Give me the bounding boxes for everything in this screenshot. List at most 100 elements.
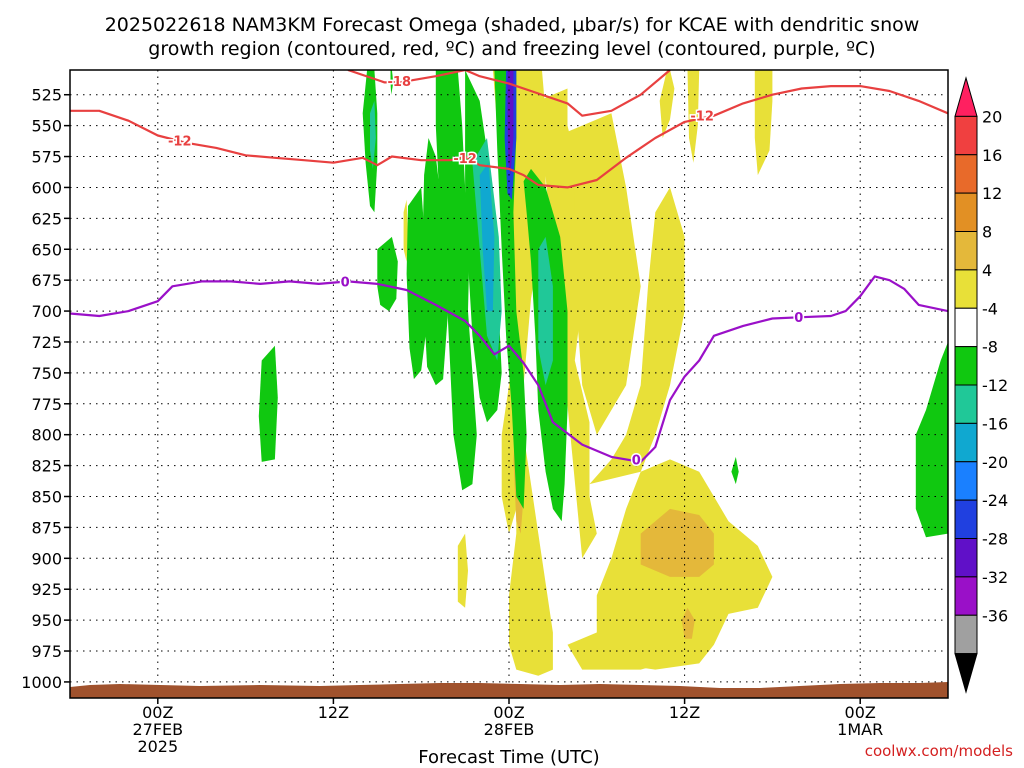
contour-label: -12	[168, 134, 192, 149]
omega-region	[258, 345, 278, 462]
colorbar-swatch	[954, 192, 978, 232]
colorbar-swatch	[954, 422, 978, 463]
colorbar-label: -36	[982, 606, 1008, 625]
colorbar-label: -20	[982, 453, 1008, 472]
colorbar-swatch	[954, 499, 978, 539]
y-tick-label: 650	[31, 240, 62, 259]
y-tick-label: 800	[31, 426, 62, 445]
colorbar-swatch	[954, 384, 978, 424]
colorbar-swatch	[954, 307, 978, 348]
colorbar: 20 16 12 8 4 -4 -8 -12 -16 -20 -24 -28 -32 -36	[954, 76, 1008, 694]
omega-region	[915, 342, 948, 538]
colorbar-label: 12	[982, 184, 1002, 203]
y-tick-label: 775	[31, 395, 62, 414]
contour-label: -12	[453, 152, 477, 167]
x-tick-label: 2025	[137, 737, 178, 756]
contour-label: 0	[341, 275, 350, 290]
chart-title-line-2: growth region (contoured, red, ºC) and f…	[148, 38, 875, 60]
omega-region	[479, 162, 495, 312]
colorbar-label: -12	[982, 376, 1008, 395]
y-tick-label: 900	[31, 549, 62, 568]
x-tick-label: 27FEB	[132, 720, 183, 739]
contour-label: 0	[632, 453, 641, 468]
colorbar-bottom-arrow	[954, 653, 978, 694]
contour-layer	[70, 70, 948, 463]
x-tick-label: 00Z	[845, 703, 876, 722]
omega-shading-layer	[258, 70, 948, 676]
contour-label: 0	[794, 311, 803, 326]
colorbar-swatch	[954, 461, 978, 501]
x-tick-label: 12Z	[318, 703, 349, 722]
omega-region	[659, 70, 675, 138]
omega-region	[640, 508, 714, 577]
colorbar-label: 4	[982, 261, 992, 280]
colorbar-swatch	[954, 269, 978, 309]
x-axis-label: Forecast Time (UTC)	[418, 747, 599, 768]
x-tick-label: 00Z	[142, 703, 173, 722]
y-tick-label: 1000	[21, 673, 62, 692]
colorbar-label: 8	[982, 223, 992, 242]
colorbar-top-arrow	[954, 76, 978, 117]
colorbar-label: -8	[982, 338, 998, 357]
contour-line--12	[70, 85, 948, 189]
y-tick-label: 875	[31, 518, 62, 537]
omega-region	[567, 620, 685, 670]
x-tick-label: 00Z	[493, 703, 524, 722]
y-tick-label: 675	[31, 271, 62, 290]
y-tick-label: 575	[31, 148, 62, 167]
omega-region	[574, 144, 597, 262]
chart-title-line-1: 2025022618 NAM3KM Forecast Omega (shaded…	[105, 14, 920, 36]
colorbar-label: 16	[982, 146, 1002, 165]
contour-line--12	[464, 70, 671, 117]
y-tick-label: 925	[31, 580, 62, 599]
omega-region	[435, 70, 477, 491]
omega-region	[370, 100, 376, 169]
colorbar-label: -16	[982, 414, 1008, 433]
y-tick-label: 825	[31, 457, 62, 476]
omega-region	[403, 199, 408, 262]
contour-line--18	[347, 70, 466, 84]
grid-lines	[70, 70, 948, 698]
y-tick-label: 700	[31, 302, 62, 321]
y-tick-label: 975	[31, 642, 62, 661]
omega-region	[731, 456, 739, 485]
omega-region	[589, 187, 685, 485]
y-tick-label: 625	[31, 209, 62, 228]
x-tick-label: 12Z	[669, 703, 700, 722]
colorbar-label: -28	[982, 530, 1008, 549]
contour-label: -12	[690, 110, 714, 125]
omega-region	[687, 70, 700, 163]
y-tick-label: 950	[31, 611, 62, 630]
colorbar-swatch	[954, 231, 978, 271]
y-tick-label: 525	[31, 86, 62, 105]
terrain-ground	[70, 682, 948, 698]
colorbar-swatch	[954, 576, 978, 616]
omega-region	[681, 607, 695, 639]
colorbar-swatch	[954, 346, 978, 386]
colorbar-swatch	[954, 115, 978, 156]
y-tick-label: 850	[31, 487, 62, 506]
omega-region	[422, 138, 449, 386]
omega-region	[406, 187, 426, 380]
omega-region	[377, 236, 398, 312]
omega-region	[494, 70, 527, 509]
contour-label: -18	[388, 75, 412, 90]
x-tick-label: 1MAR	[837, 720, 883, 739]
contour-label-layer: -18 -12 -12 -12 0 0 0	[167, 74, 805, 470]
y-tick-label: 600	[31, 178, 62, 197]
y-tick-label: 725	[31, 333, 62, 352]
colorbar-swatch	[954, 614, 978, 655]
y-axis-ticks: 525 550 575 600 625 650 675 700 725 750 775 800 825 8…	[21, 86, 70, 692]
colorbar-label: -24	[982, 491, 1008, 510]
y-tick-label: 550	[31, 117, 62, 136]
colorbar-swatch	[954, 538, 978, 578]
x-tick-label: 28FEB	[484, 720, 535, 739]
credit-text: coolwx.com/models	[865, 742, 1013, 760]
contour-line-0	[70, 275, 948, 463]
colorbar-label: 20	[982, 107, 1002, 126]
colorbar-label: -4	[982, 299, 998, 318]
colorbar-swatch	[954, 154, 978, 194]
y-tick-label: 750	[31, 364, 62, 383]
